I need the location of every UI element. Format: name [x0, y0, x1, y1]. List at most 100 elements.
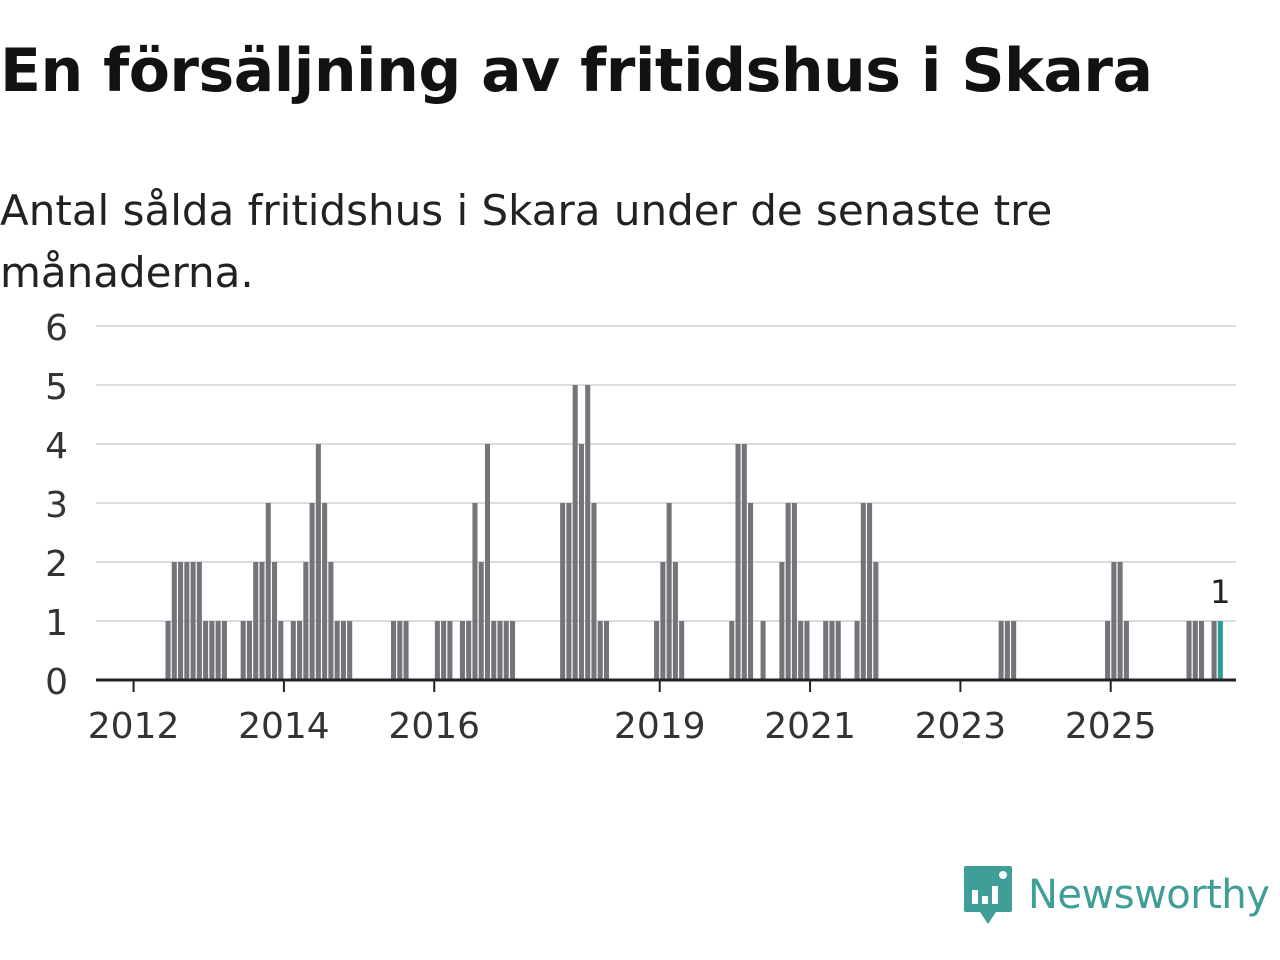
bar	[666, 503, 672, 680]
bar	[397, 621, 403, 680]
bar	[660, 562, 666, 680]
bar	[466, 621, 472, 680]
y-tick-label: 4	[45, 426, 68, 467]
bar	[165, 621, 171, 680]
bar	[184, 562, 190, 680]
bar	[791, 503, 797, 680]
bar	[265, 503, 271, 680]
x-tick-label: 2021	[764, 706, 856, 747]
x-tick-label: 2023	[915, 706, 1007, 747]
bar	[1117, 562, 1123, 680]
bar	[748, 503, 754, 680]
highlight-value-label: 1	[1210, 573, 1230, 611]
bar	[309, 503, 315, 680]
bar	[491, 621, 497, 680]
bar	[328, 562, 334, 680]
y-tick-label: 0	[45, 662, 68, 703]
bar	[860, 503, 866, 680]
chart-subtitle: Antal sålda fritidshus i Skara under de …	[0, 186, 1053, 297]
bar	[829, 621, 835, 680]
bar	[497, 621, 503, 680]
bar	[798, 621, 804, 680]
bar	[823, 621, 829, 680]
x-axis-ticks: 2012 2014 2016 2019 2021 2023 2025	[88, 680, 1157, 747]
y-tick-label: 2	[45, 544, 68, 585]
bar	[1217, 621, 1223, 680]
x-tick-label: 2014	[238, 706, 330, 747]
x-tick-label: 2019	[614, 706, 706, 747]
x-tick-label: 2025	[1065, 706, 1157, 747]
bar	[484, 444, 491, 680]
bar	[315, 444, 321, 680]
bar	[253, 562, 259, 680]
bar	[735, 444, 741, 680]
bar	[297, 621, 303, 680]
bar	[403, 621, 409, 680]
bar	[322, 503, 328, 680]
x-tick-label: 2016	[388, 706, 480, 747]
bar	[1199, 621, 1205, 680]
bar	[447, 621, 453, 680]
bar	[503, 621, 509, 680]
bar	[259, 562, 265, 680]
bar	[578, 444, 584, 680]
bar	[597, 621, 603, 680]
bar	[804, 621, 810, 680]
y-tick-label: 1	[45, 603, 68, 644]
bar	[441, 621, 447, 680]
bar	[240, 621, 246, 680]
bar	[1192, 621, 1198, 680]
bar	[760, 621, 766, 680]
bar	[209, 621, 215, 680]
bar	[171, 562, 177, 680]
bar	[340, 621, 346, 680]
bar	[1111, 562, 1117, 680]
bar	[585, 385, 591, 680]
y-axis-ticks: 0 1 2 3 4 5 6	[45, 308, 68, 703]
bar	[591, 503, 597, 680]
bar	[1186, 621, 1192, 680]
bar	[785, 503, 791, 680]
bar	[998, 621, 1004, 680]
newsworthy-logo[interactable]: Newsworthy	[962, 862, 1270, 928]
bar	[867, 503, 873, 680]
bar	[472, 503, 478, 680]
bar	[741, 444, 747, 680]
bar	[1004, 621, 1010, 680]
bar	[873, 562, 879, 680]
chart-title: En försäljning av fritidshus i Skara	[0, 36, 1153, 106]
bar	[729, 621, 735, 680]
brand-name: Newsworthy	[1028, 872, 1270, 918]
bar-series	[165, 385, 1223, 680]
bar	[334, 621, 340, 680]
x-tick-label: 2012	[88, 706, 180, 747]
bar	[1123, 621, 1129, 680]
bar	[510, 621, 516, 680]
bar	[1211, 621, 1217, 680]
y-tick-label: 6	[45, 308, 68, 349]
bar	[246, 621, 252, 680]
bar	[290, 621, 296, 680]
newsworthy-logo-icon	[964, 866, 1012, 924]
bar	[303, 562, 309, 680]
bar	[566, 503, 572, 680]
bar	[278, 621, 284, 680]
bar	[390, 621, 397, 680]
bar	[190, 562, 196, 680]
bar	[434, 621, 440, 680]
bar	[203, 621, 209, 680]
bar	[679, 621, 685, 680]
bar	[672, 562, 678, 680]
bar	[603, 621, 610, 680]
bar	[196, 562, 202, 680]
grid-lines	[96, 325, 1236, 622]
bar	[215, 621, 221, 680]
bar	[560, 503, 566, 680]
bar	[1011, 621, 1017, 680]
bar	[221, 621, 227, 680]
bar	[835, 621, 841, 680]
annotations: 1	[1210, 573, 1230, 611]
bar	[178, 562, 184, 680]
y-tick-label: 3	[45, 485, 68, 526]
bar-chart: 0 1 2 3 4 5 6 2012 2014 2016 2019 2021 2023 2025 1	[45, 308, 1236, 747]
